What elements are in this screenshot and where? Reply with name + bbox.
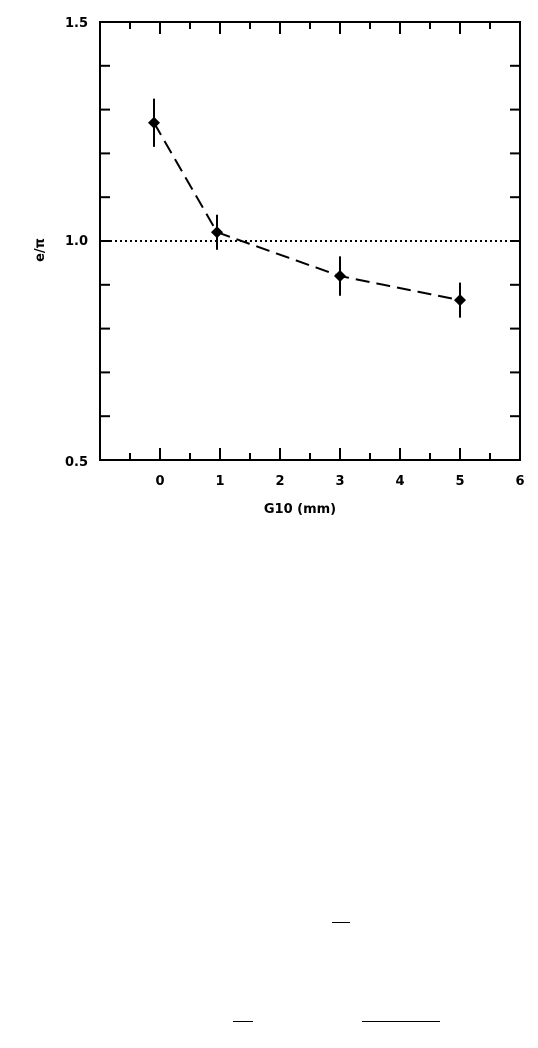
x-tick-label-1: 1 xyxy=(215,474,224,489)
data-point xyxy=(334,270,346,283)
y-axis-label: e/π xyxy=(33,238,48,262)
y-tick-label-0.5: 0.5 xyxy=(65,455,88,470)
scan-mark xyxy=(362,1021,440,1022)
x-tick-label-5: 5 xyxy=(455,474,464,489)
scan-mark xyxy=(332,922,350,923)
x-tick-label-4: 4 xyxy=(395,474,404,489)
tick-marks xyxy=(100,22,520,460)
x-tick-label-3: 3 xyxy=(335,474,344,489)
data-point xyxy=(211,226,223,239)
x-tick-label-2: 2 xyxy=(275,474,284,489)
x-axis-label: G10 (mm) xyxy=(264,502,336,517)
scan-mark xyxy=(233,1021,253,1022)
series-line xyxy=(153,122,461,302)
y-tick-label-1.0: 1.0 xyxy=(65,234,88,249)
data-point xyxy=(454,294,466,307)
data-point xyxy=(148,116,160,129)
x-tick-label-6: 6 xyxy=(515,474,524,489)
x-tick-label-0: 0 xyxy=(155,474,164,489)
y-tick-label-1.5: 1.5 xyxy=(65,16,88,31)
